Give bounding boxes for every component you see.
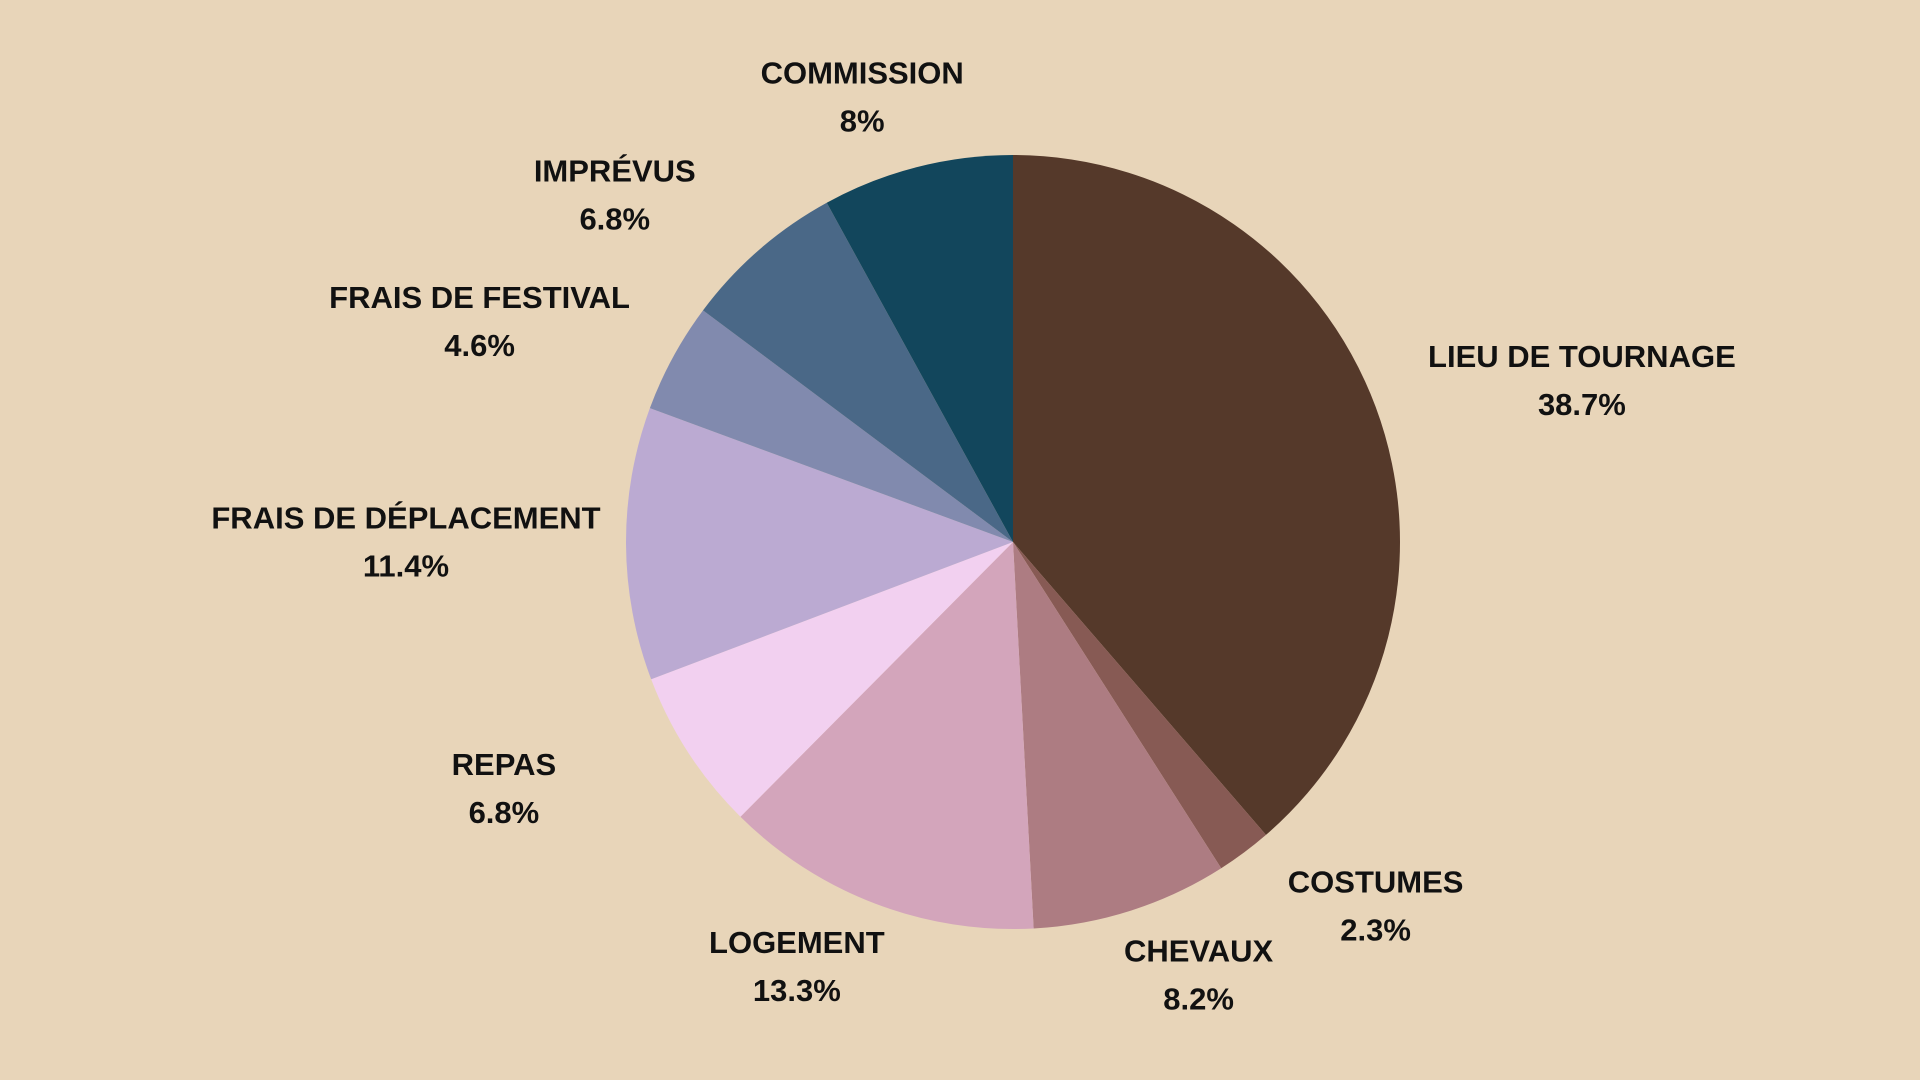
slice-label: COSTUMES	[1288, 865, 1464, 900]
slice-value: 8.2%	[1163, 981, 1234, 1016]
slice-label: IMPRÉVUS	[534, 153, 696, 188]
pie-slice	[826, 155, 1013, 542]
slice-value: 13.3%	[753, 973, 841, 1008]
pie-slice	[703, 202, 1013, 542]
slice-label: REPAS	[452, 747, 557, 782]
slice-label: FRAIS DE DÉPLACEMENT	[211, 500, 600, 535]
pie-slice	[649, 310, 1013, 542]
slice-value: 2.3%	[1340, 913, 1411, 948]
slice-label: COMMISSION	[761, 56, 964, 91]
slice-value: 6.8%	[469, 795, 540, 830]
slice-value: 11.4%	[363, 548, 449, 583]
slice-value: 8%	[840, 104, 885, 139]
pie-slice	[651, 542, 1013, 817]
pie-slice	[1013, 542, 1222, 929]
pie-slice	[1013, 542, 1266, 869]
pie-slice	[1013, 155, 1400, 835]
slice-value: 4.6%	[444, 328, 515, 363]
slice-value: 6.8%	[579, 201, 650, 236]
slice-label: LIEU DE TOURNAGE	[1428, 339, 1736, 374]
slice-label: LOGEMENT	[709, 925, 885, 960]
slice-value: 38.7%	[1538, 387, 1626, 422]
slice-label: FRAIS DE FESTIVAL	[329, 280, 630, 315]
slice-label: CHEVAUX	[1124, 933, 1274, 968]
pie-slice	[625, 408, 1013, 680]
pie-slice	[740, 542, 1034, 929]
